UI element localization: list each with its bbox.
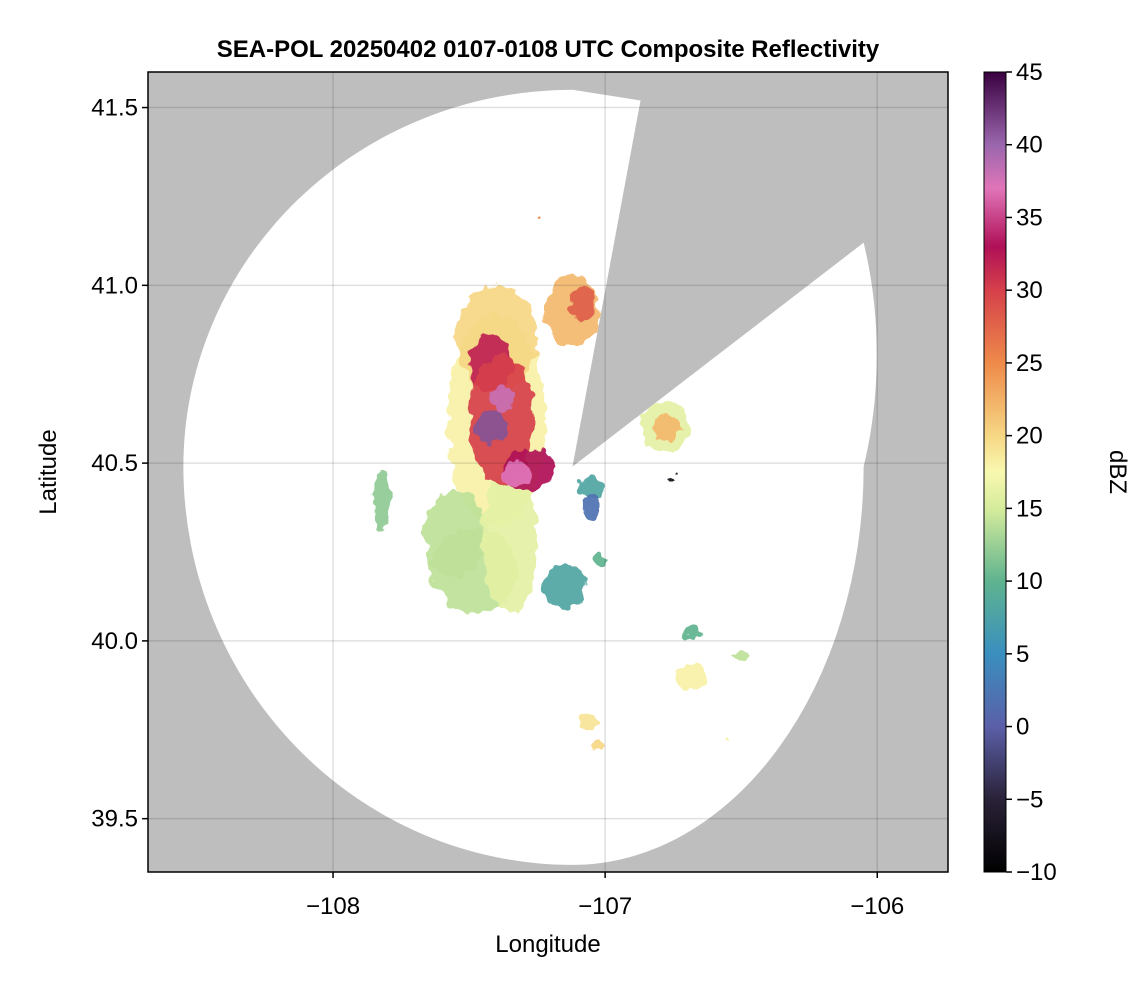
echo-main-cell-south [482,470,538,613]
plot-area [147,71,949,873]
colorbar-tick-label: 45 [1016,59,1043,86]
echo-eastern-small-echo [724,737,731,744]
colorbar-ticks: −10 −5 0 5 10 15 20 25 30 35 40 45 [1006,59,1057,886]
colorbar-tick-label: 40 [1016,132,1043,159]
colorbar-tick-label: −10 [1016,859,1057,886]
x-tick-label: −107 [578,893,632,920]
echo-main-cell-peak-3 [490,384,513,414]
echo-southeast-cell [675,662,709,691]
colorbar-tick-label: 30 [1016,277,1043,304]
echo-western-band [373,466,391,531]
grid-lines [148,72,948,872]
echo-southern-echo-1 [577,715,600,730]
colorbar-tick-label: 5 [1016,641,1029,668]
colorbar-gradient [984,72,1006,872]
echo-southeast-echo [733,651,750,659]
colorbar-tick-label: −5 [1016,786,1043,813]
echo-main-cell-peak-1 [474,409,508,446]
y-axis-ticks: 39.5 40.0 40.5 41.0 41.5 [91,95,148,833]
colorbar-tick-label: 35 [1016,204,1043,231]
echo-central-weak-echo [577,477,606,499]
colorbar: −10 −5 0 5 10 15 20 25 30 35 40 45 dBZ [983,59,1131,886]
echo-main-cell-peak-2 [501,461,529,487]
colorbar-tick-label: 15 [1016,495,1043,522]
echo-eastern-cell-core [654,413,682,442]
colorbar-label: dBZ [1104,450,1131,494]
echo-south-echo-1 [542,566,587,609]
echo-isolated-speck-east [670,474,676,481]
colorbar-tick-label: 20 [1016,423,1043,450]
echo-southern-echo-2 [591,738,603,750]
colorbar-tick-label: 0 [1016,714,1029,741]
plot-frame [147,71,949,873]
x-tick-label: −106 [850,893,904,920]
reflectivity-echoes [373,215,750,750]
chart-title: SEA-POL 20250402 0107-0108 UTC Composite… [217,36,880,63]
colorbar-tick-label: 10 [1016,568,1043,595]
x-axis-label: Longitude [495,931,600,958]
echo-south-echo-3 [684,626,701,641]
y-axis-label: Latitude [35,429,62,514]
echo-isolated-speck-north [535,215,540,220]
y-tick-label: 39.5 [91,806,138,833]
y-tick-label: 40.5 [91,450,138,477]
colorbar-tick-label: 25 [1016,350,1043,377]
y-tick-label: 40.0 [91,628,138,655]
x-axis-ticks: −108 −107 −106 [306,872,904,920]
y-tick-label: 41.0 [91,272,138,299]
echo-northern-cell-core [569,285,597,321]
echo-south-echo-2 [591,552,608,567]
x-tick-label: −108 [306,893,360,920]
echo-small-echo-1 [583,495,600,517]
y-tick-label: 41.5 [91,95,138,122]
colorbar-frame [983,71,1007,873]
